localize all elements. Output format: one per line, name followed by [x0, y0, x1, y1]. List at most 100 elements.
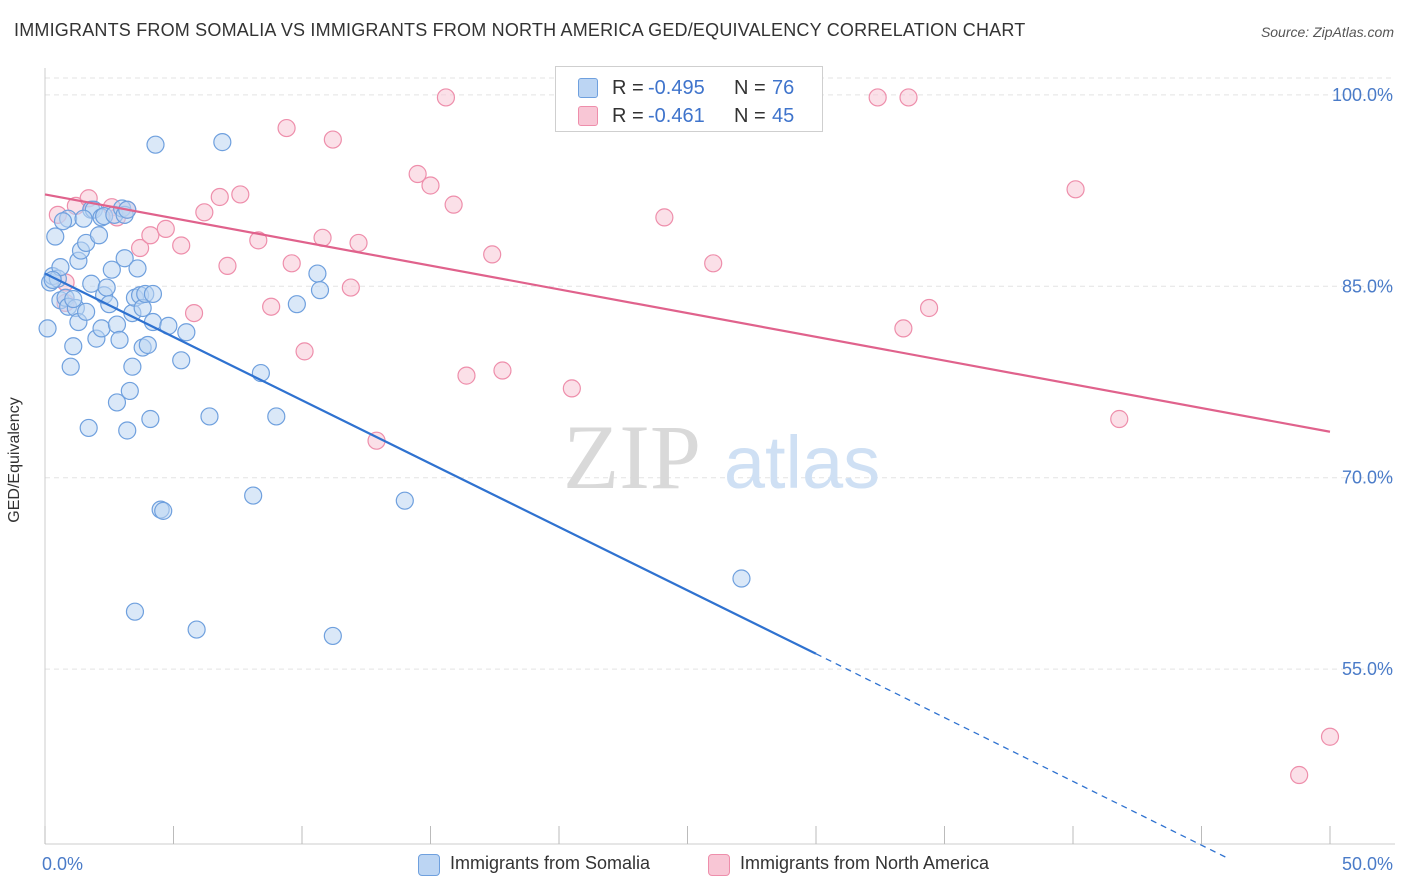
y-tick-label: 100.0% — [1332, 85, 1393, 105]
somalia-point — [102, 260, 121, 279]
y-tick-label: 70.0% — [1342, 468, 1393, 488]
north-america-trendline — [44, 193, 1331, 433]
n-label: N = — [734, 77, 766, 99]
watermark: ZIP atlas — [563, 406, 880, 508]
y-tick-label: 85.0% — [1342, 276, 1393, 296]
somalia-point — [77, 302, 96, 321]
somalia-point — [310, 281, 330, 300]
somalia-point — [53, 212, 73, 231]
somalia-point — [125, 602, 145, 621]
r-label: R = — [612, 77, 644, 99]
somalia-point — [308, 264, 327, 283]
north-america-point — [1110, 409, 1129, 429]
somalia-point — [115, 249, 134, 268]
north-america-swatch — [578, 106, 598, 126]
somalia-point — [154, 501, 173, 520]
somalia-point — [64, 289, 83, 309]
north-america-point — [1290, 765, 1309, 785]
stats-row-somalia: R = -0.495 N = 76 — [556, 73, 822, 103]
somalia-point — [46, 227, 65, 246]
north-america-legend-swatch — [708, 854, 730, 876]
tick-labels: 55.0% 70.0% 85.0% 100.0% 0.0% 50.0% — [42, 85, 1393, 874]
north-america-point — [184, 303, 204, 323]
somalia-point — [287, 295, 306, 314]
somalia-point — [187, 620, 206, 639]
somalia-point — [141, 409, 160, 429]
somalia-trendline — [44, 272, 817, 655]
north-america-point — [457, 366, 476, 385]
north-america-point — [493, 361, 512, 380]
north-america-point — [444, 195, 463, 214]
north-america-point — [868, 88, 887, 107]
somalia-point — [107, 393, 127, 412]
north-america-point — [341, 278, 360, 297]
north-america-point — [349, 233, 368, 253]
north-america-point — [894, 319, 913, 338]
somalia-point — [143, 284, 163, 304]
north-america-point — [141, 226, 160, 245]
north-america-point — [210, 187, 229, 207]
somalia-point — [92, 319, 111, 338]
watermark-zip: ZIP — [563, 406, 701, 508]
somalia-point — [267, 407, 286, 426]
north-america-point — [655, 208, 674, 227]
north-america-point — [436, 88, 456, 107]
chart-source: Source: ZipAtlas.com — [1260, 24, 1394, 40]
north-america-point — [704, 254, 723, 273]
x-tick-label: 50.0% — [1342, 854, 1393, 874]
legend-label: Immigrants from Somalia — [450, 853, 651, 873]
legend-label: Immigrants from North America — [740, 853, 990, 873]
north-america-point — [408, 164, 427, 184]
somalia-point — [138, 335, 157, 355]
somalia-point — [61, 357, 80, 376]
north-america-point — [262, 297, 281, 316]
somalia-legend-swatch — [418, 854, 440, 876]
north-america-point — [195, 203, 214, 222]
n-value: 45 — [772, 105, 795, 127]
north-america-point — [323, 130, 342, 149]
somalia-point — [89, 226, 109, 245]
stats-row-north-america: R = -0.461 N = 45 — [556, 101, 822, 131]
north-america-point — [231, 185, 250, 204]
north-america-point — [295, 342, 314, 361]
north-america-point — [218, 256, 237, 275]
axes — [44, 68, 1395, 845]
somalia-point — [395, 491, 414, 510]
somalia-point — [74, 209, 93, 228]
north-america-point — [899, 88, 918, 107]
r-value: -0.461 — [648, 105, 705, 127]
stats-legend: R = -0.495 N = 76 R = -0.461 N = 45 — [555, 66, 823, 132]
somalia-point — [110, 330, 129, 349]
somalia-point — [244, 486, 263, 505]
watermark-atlas: atlas — [724, 421, 880, 504]
somalia-point — [200, 407, 219, 426]
north-america-point — [277, 118, 296, 138]
north-america-point — [249, 231, 268, 250]
north-america-point — [130, 238, 150, 258]
somalia-point — [177, 323, 196, 342]
somalia-point — [120, 381, 139, 401]
north-america-point — [282, 254, 301, 273]
data-points — [38, 88, 1340, 785]
somalia-swatch — [578, 78, 598, 98]
somalia-point — [64, 337, 83, 356]
somalia-point — [732, 569, 751, 588]
somalia-point — [323, 626, 342, 646]
somalia-point — [38, 319, 57, 338]
r-label: R = — [612, 105, 644, 127]
somalia-point — [146, 135, 165, 154]
somalia-point — [123, 357, 142, 376]
n-label: N = — [734, 105, 766, 127]
y-axis-label: GED/Equivalency — [6, 397, 23, 523]
trend-lines — [44, 193, 1331, 859]
y-tick-label: 55.0% — [1342, 659, 1393, 679]
somalia-point — [79, 418, 98, 438]
north-america-point — [1066, 180, 1085, 199]
n-value: 76 — [772, 77, 795, 99]
north-america-point — [421, 176, 440, 195]
north-america-point — [483, 245, 502, 264]
somalia-point — [107, 315, 127, 334]
somalia-point — [118, 421, 137, 440]
north-america-point — [919, 298, 939, 318]
